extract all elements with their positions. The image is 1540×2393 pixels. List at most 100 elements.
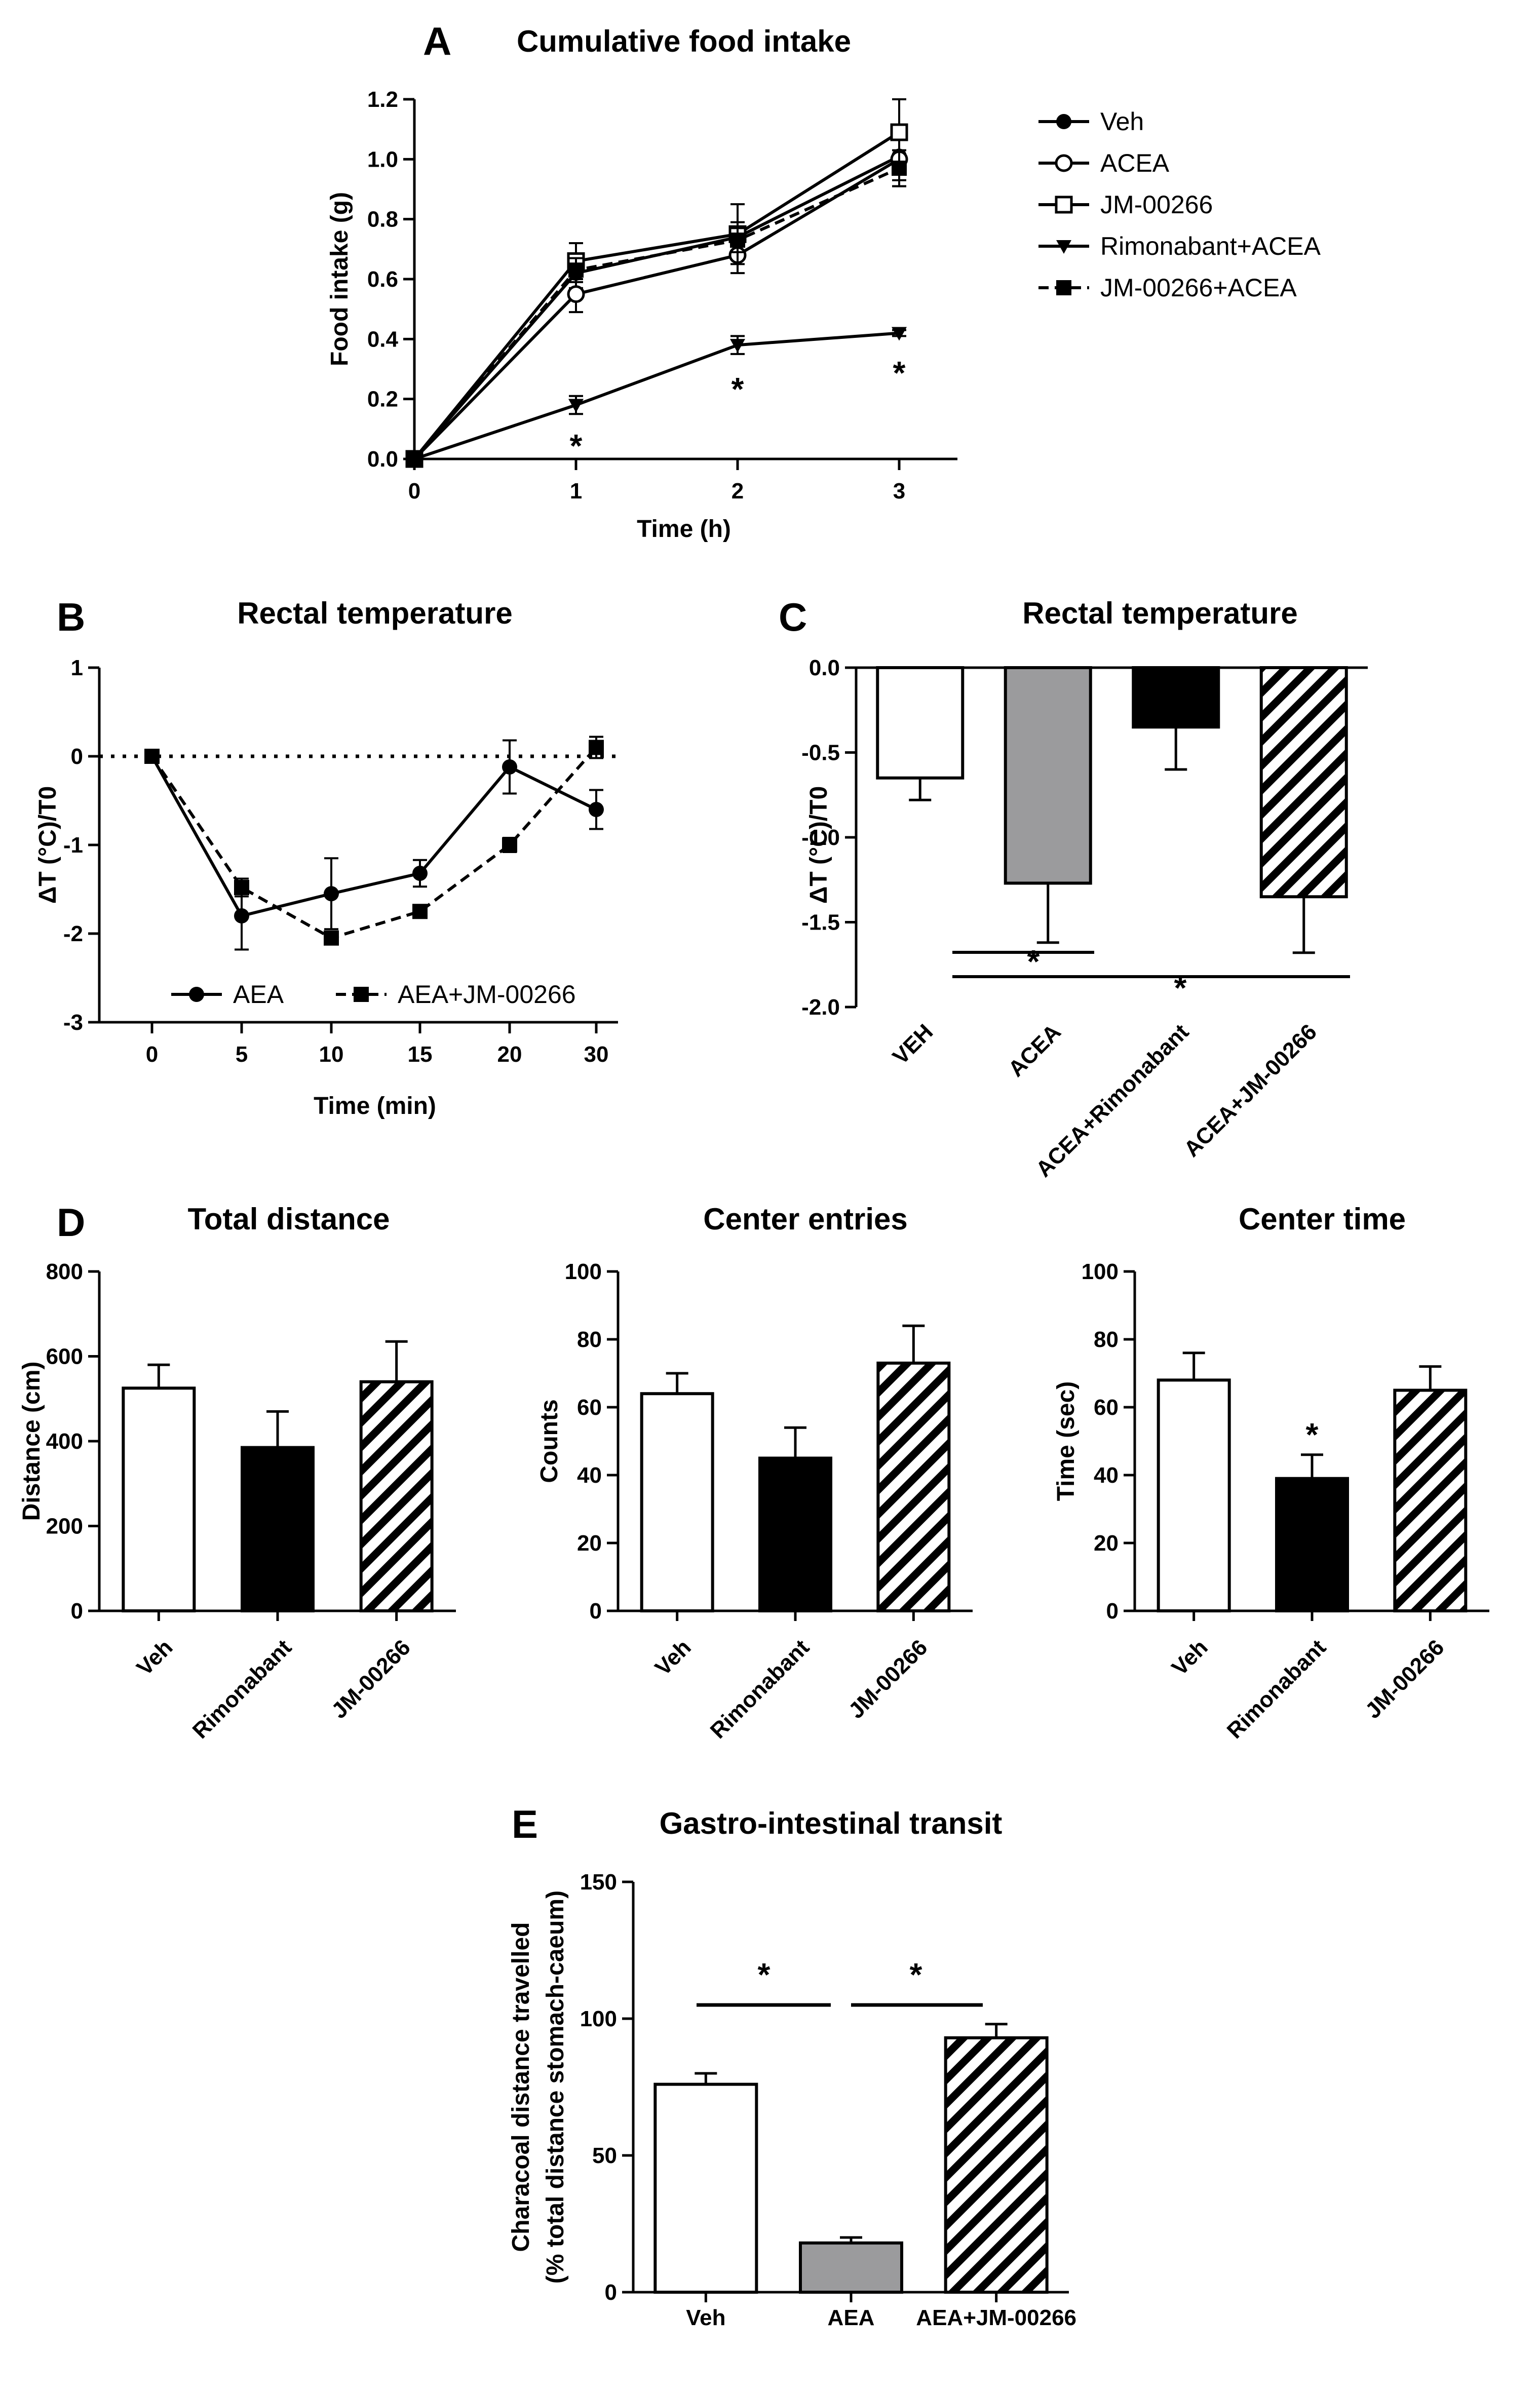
chart-b-x-tick-label: 5 [236, 1042, 248, 1067]
legend-label: AEA+JM-00266 [398, 980, 576, 1009]
chart-e-y-tick-label: 150 [580, 1870, 617, 1895]
bar [1275, 1477, 1349, 1612]
data-point [324, 930, 339, 946]
legend-marker [1056, 240, 1071, 254]
significance-star: * [910, 1956, 922, 1993]
legend-marker [1055, 196, 1073, 214]
chart-b-title: Rectal temperature [237, 596, 513, 630]
panel-label-d: D [57, 1200, 85, 1245]
legend-label: JM-00266+ACEA [1100, 274, 1297, 302]
panel-label-a: A [423, 19, 451, 63]
bar [1393, 1388, 1468, 1612]
chart-e-title: Gastro-intestinal transit [660, 1806, 1003, 1840]
chart-d1-y-tick-label: 600 [46, 1344, 83, 1369]
data-point [502, 759, 517, 775]
chart-d3-y-tick-label: 100 [1082, 1259, 1119, 1284]
data-point [730, 233, 745, 248]
legend-label: Rimonabant+ACEA [1100, 232, 1321, 260]
bar [359, 1380, 434, 1612]
significance-star: * [732, 371, 744, 407]
chart-d2-y-tick-label: 0 [590, 1599, 602, 1624]
significance-star: * [893, 355, 906, 391]
chart-a-x-tick-label: 1 [570, 479, 582, 504]
chart-d3-y-tick-label: 80 [1094, 1327, 1119, 1352]
chart-a-y-tick-label: 0.0 [367, 447, 398, 472]
data-point [568, 399, 584, 413]
chart-d1-y-tick-label: 200 [46, 1514, 83, 1539]
chart-d3-y-tick-label: 60 [1094, 1395, 1119, 1420]
bar [876, 666, 965, 780]
significance-star: * [1306, 1416, 1319, 1453]
panel-label-c: C [779, 595, 807, 639]
chart-d3-y-tick-label: 40 [1094, 1463, 1119, 1488]
data-point [589, 802, 604, 817]
chart-b-y-tick-label: -1 [63, 833, 83, 858]
series-line-1 [150, 746, 598, 940]
chart-d3-y-tick-label: 20 [1094, 1531, 1119, 1556]
chart-d3-y-label: Time (sec) [1053, 1381, 1080, 1501]
chart-d2-y-tick-label: 100 [565, 1259, 602, 1284]
legend-marker [354, 987, 369, 1002]
chart-b-y-tick-label: -2 [63, 921, 83, 946]
chart-b-x-tick-label: 15 [408, 1042, 433, 1067]
chart-d3-x-tick-label: Veh [1167, 1635, 1213, 1680]
chart-d2-y-tick-label: 40 [577, 1463, 602, 1488]
bar [1004, 666, 1092, 885]
data-point [234, 908, 249, 923]
legend-marker [189, 987, 204, 1002]
data-point [234, 880, 249, 895]
chart-b-y-tick-label: 1 [71, 655, 83, 680]
chart-b-x-label: Time (min) [314, 1093, 436, 1120]
chart-d1-y-tick-label: 0 [71, 1599, 83, 1624]
chart-d3-y-tick-label: 0 [1106, 1599, 1119, 1624]
data-point [324, 886, 339, 902]
data-point [412, 866, 428, 881]
chart-e-y-tick-label: 100 [580, 2006, 617, 2031]
legend-label: Veh [1100, 107, 1144, 136]
chart-d2-y-label: Counts [536, 1399, 563, 1483]
data-point [892, 161, 907, 176]
legend-marker [1056, 114, 1071, 129]
chart-d2-title: Center entries [703, 1202, 907, 1236]
chart-d1-x-tick-label: JM-00266 [327, 1635, 415, 1723]
chart-a-x-tick-label: 2 [732, 479, 744, 504]
chart-e-y-tick-label: 0 [605, 2280, 617, 2305]
data-point [892, 327, 907, 341]
chart-e-x-tick-label: Veh [686, 2305, 725, 2330]
data-point [568, 262, 584, 278]
chart-e-x-tick-label: AEA [828, 2305, 875, 2330]
data-point [589, 740, 604, 755]
data-point [412, 904, 428, 919]
chart-c-x-tick-label: VEH [888, 1019, 938, 1069]
data-point [502, 837, 517, 853]
chart-b-x-tick-label: 0 [146, 1042, 158, 1067]
bar [653, 2082, 758, 2294]
data-point [567, 285, 585, 303]
chart-a-x-tick-label: 3 [893, 479, 905, 504]
data-point [890, 123, 908, 141]
significance-star: * [570, 428, 583, 464]
bar [876, 1361, 951, 1612]
series-line-4 [413, 167, 900, 460]
chart-e-x-tick-label: AEA+JM-00266 [916, 2305, 1076, 2330]
bar [640, 1392, 714, 1612]
chart-d2-x-tick-label: JM-00266 [844, 1635, 933, 1723]
chart-d2-y-tick-label: 80 [577, 1327, 602, 1352]
series-line-1 [413, 158, 900, 460]
chart-d1-y-tick-label: 400 [46, 1429, 83, 1454]
chart-d2-y-tick-label: 60 [577, 1395, 602, 1420]
chart-a-x-tick-label: 0 [408, 479, 420, 504]
panel-label-b: B [57, 595, 85, 639]
series-line-3 [414, 331, 900, 460]
chart-a-y-label: Food intake (g) [326, 192, 353, 366]
legend-marker [1055, 154, 1073, 172]
chart-b-y-tick-label: -3 [63, 1010, 83, 1035]
chart-c-x-tick-label: ACEA [1004, 1019, 1066, 1082]
legend-label: ACEA [1100, 149, 1170, 177]
chart-d3-x-tick-label: Rimonabant [1222, 1635, 1331, 1744]
panel-label-e: E [512, 1802, 538, 1846]
bar [122, 1386, 196, 1612]
legend-label: JM-00266 [1100, 190, 1213, 219]
chart-d1-y-tick-label: 800 [46, 1259, 83, 1284]
